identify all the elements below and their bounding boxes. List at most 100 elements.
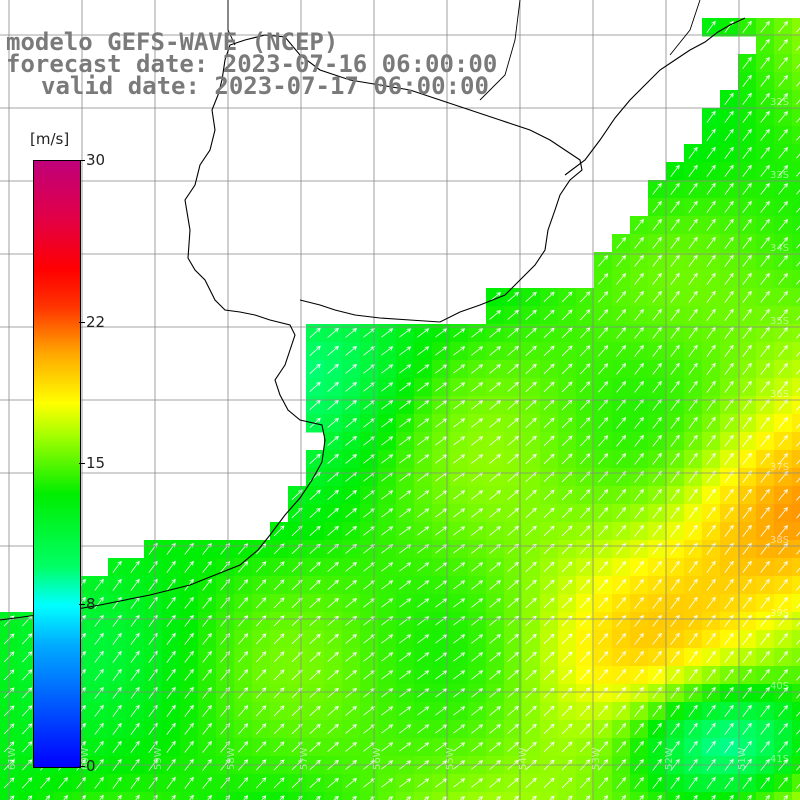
wind-arrow [525, 741, 537, 752]
wind-arrow [489, 436, 502, 446]
wind-arrow [670, 686, 680, 699]
wind-arrow [688, 650, 698, 663]
wind-arrow [724, 506, 734, 519]
wind-arrow [525, 525, 537, 536]
wind-arrow [238, 723, 249, 735]
wind-arrow [778, 776, 788, 789]
wind-arrow [543, 453, 555, 465]
wind-arrow [202, 650, 212, 663]
wind-speed-cell [792, 450, 800, 469]
wind-speed-cell [720, 792, 739, 804]
wind-arrow [760, 344, 770, 357]
wind-arrow [273, 525, 285, 537]
colorbar-tick [79, 604, 85, 606]
wind-arrow [616, 435, 627, 447]
wind-arrow [507, 291, 519, 302]
wind-arrow [130, 650, 140, 663]
wind-arrow [652, 254, 662, 267]
wind-arrow [381, 526, 394, 536]
wind-arrow [507, 651, 519, 662]
wind-arrow [688, 398, 698, 411]
wind-speed-cell [666, 792, 685, 804]
wind-arrow [579, 381, 591, 393]
wind-arrow [706, 416, 716, 429]
wind-arrow [543, 723, 555, 735]
latitude-label: 40S [770, 681, 789, 692]
wind-arrow [760, 524, 770, 537]
wind-arrow [507, 669, 519, 680]
wind-arrow [760, 668, 770, 681]
wind-arrow [561, 363, 573, 375]
wind-arrow [598, 615, 609, 627]
wind-speed-cell [792, 594, 800, 613]
wind-arrow [112, 686, 122, 699]
wind-arrow [652, 272, 662, 285]
wind-arrow [453, 634, 466, 644]
wind-arrow [724, 650, 734, 663]
wind-arrow [471, 634, 484, 644]
wind-arrow [417, 634, 430, 644]
wind-arrow [796, 549, 800, 555]
wind-arrow [363, 724, 376, 734]
wind-arrow [166, 578, 176, 591]
wind-arrow [453, 454, 466, 464]
wind-arrow [634, 740, 644, 753]
wind-arrow [616, 525, 627, 537]
wind-arrow [616, 273, 627, 285]
wind-arrow [309, 327, 321, 338]
wind-arrow [796, 279, 800, 285]
wind-arrow [579, 525, 591, 537]
wind-arrow [742, 416, 752, 429]
wind-speed-cell [72, 792, 91, 804]
wind-arrow [706, 740, 716, 753]
wind-arrow [634, 578, 644, 591]
wind-arrow [796, 315, 800, 321]
wind-arrow [796, 639, 800, 645]
wind-arrow [796, 117, 800, 123]
wind-arrow [345, 652, 358, 662]
wind-speed-cell [612, 792, 631, 804]
wind-arrow [417, 526, 430, 536]
wind-arrow [471, 400, 484, 410]
wind-arrow [742, 686, 752, 699]
wind-arrow [202, 776, 212, 789]
wind-speed-cell [54, 792, 73, 804]
wind-arrow [652, 218, 662, 231]
wind-arrow [579, 363, 591, 375]
wind-speed-cell [792, 414, 800, 433]
wind-arrow [184, 596, 194, 609]
wind-arrow [525, 597, 537, 608]
wind-arrow [652, 398, 662, 411]
wind-arrow [634, 668, 644, 681]
wind-arrow [778, 182, 788, 195]
wind-speed-cell [270, 792, 289, 804]
wind-arrow [417, 652, 430, 662]
wind-arrow [399, 742, 412, 752]
wind-arrow [417, 400, 430, 410]
wind-arrow [778, 344, 788, 357]
wind-arrow [616, 417, 627, 429]
wind-arrow [598, 453, 609, 465]
wind-arrow [417, 454, 430, 464]
wind-arrow [399, 778, 412, 788]
wind-arrow [543, 489, 555, 501]
wind-arrow [327, 777, 339, 788]
wind-arrow [255, 597, 267, 609]
wind-arrow [634, 380, 644, 393]
wind-arrow [688, 524, 698, 537]
wind-arrow [399, 418, 412, 428]
wind-arrow [327, 417, 339, 428]
wind-arrow [453, 436, 466, 446]
wind-speed-cell [90, 792, 109, 804]
wind-arrow [345, 706, 358, 716]
colorbar-tick-label: 8 [86, 595, 96, 614]
wind-arrow [688, 290, 698, 303]
wind-arrow [670, 506, 680, 519]
wind-arrow [525, 327, 537, 338]
wind-arrow [760, 362, 770, 375]
wind-arrow [309, 705, 321, 716]
wind-arrow [598, 381, 609, 393]
wind-arrow [760, 398, 770, 411]
wind-arrow [778, 236, 788, 249]
wind-speed-cell [792, 504, 800, 523]
